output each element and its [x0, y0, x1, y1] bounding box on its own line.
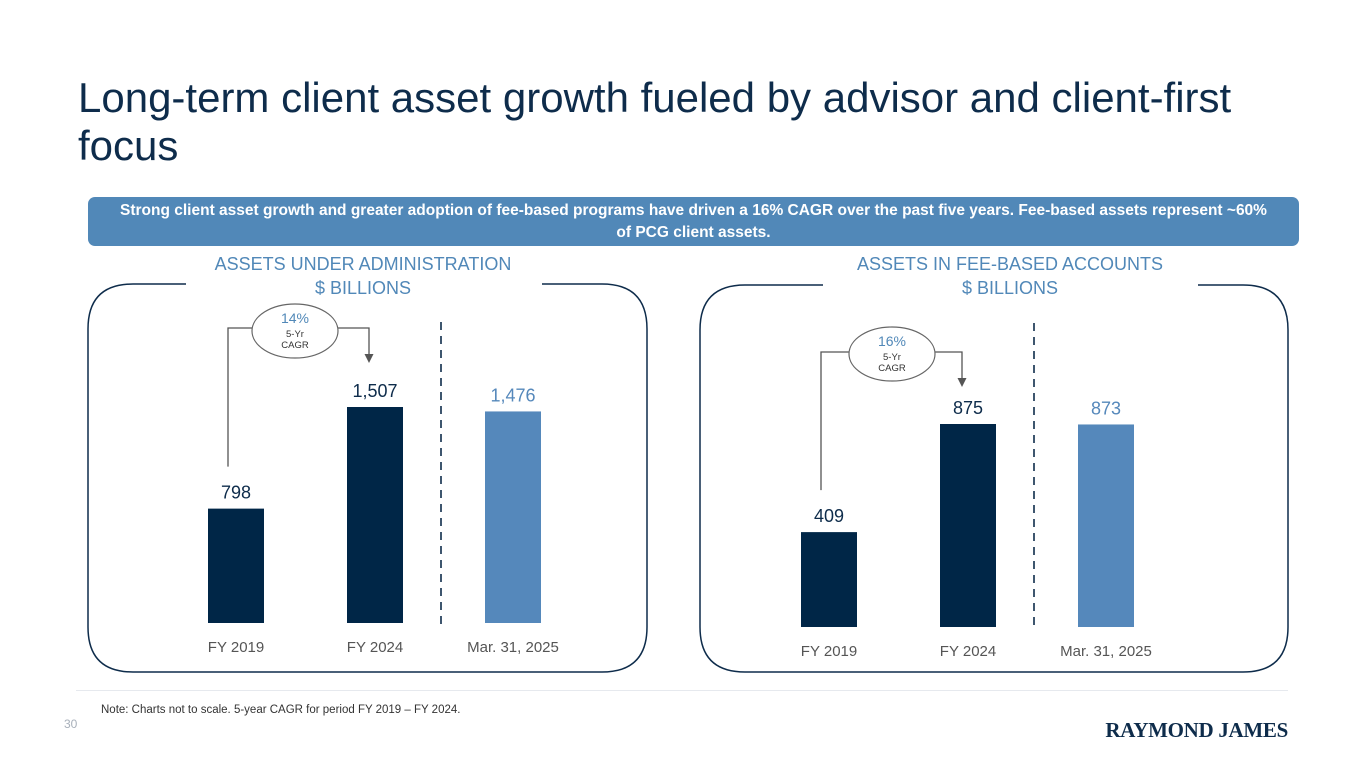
- bar-fy-2019: [801, 532, 857, 627]
- cagr-label-line1: 5-Yr: [286, 329, 304, 340]
- chart-frame: [699, 284, 1289, 673]
- page-number: 30: [64, 717, 78, 731]
- bar-mar-31-2025: [1078, 424, 1134, 627]
- bar-fy-2019: [208, 508, 264, 623]
- category-label: FY 2019: [208, 639, 264, 656]
- cagr-bubble: [251, 303, 339, 359]
- chart-2-heading: ASSETS IN FEE-BASED ACCOUNTS $ BILLIONS: [830, 252, 1190, 300]
- cagr-value: 16%: [878, 333, 906, 349]
- cagr-label-line2: CAGR: [281, 340, 309, 351]
- category-label: FY 2024: [347, 639, 403, 656]
- cagr-arrow: [364, 354, 374, 363]
- raymond-james-logo: RAYMOND JAMES: [1105, 718, 1288, 742]
- data-label: 1,476: [490, 385, 535, 405]
- data-label: 409: [814, 506, 844, 526]
- slide-title: Long-term client asset growth fueled by …: [78, 74, 1232, 169]
- category-label: FY 2024: [940, 643, 996, 660]
- chart-2-title: ASSETS IN FEE-BASED ACCOUNTS: [856, 254, 1164, 274]
- data-label: 798: [221, 483, 251, 503]
- chart-1-subtitle: $ BILLIONS: [314, 278, 412, 298]
- cagr-value: 14%: [281, 310, 309, 326]
- category-label: Mar. 31, 2025: [467, 639, 559, 656]
- bar-fy-2024: [347, 407, 403, 623]
- chart-1-heading: ASSETS UNDER ADMINISTRATION $ BILLIONS: [183, 252, 543, 300]
- cagr-label-line1: 5-Yr: [883, 352, 901, 363]
- category-label: Mar. 31, 2025: [1060, 643, 1152, 660]
- chart-2-subtitle: $ BILLIONS: [961, 278, 1059, 298]
- cagr-arrow: [957, 378, 967, 387]
- footnote-divider: [76, 690, 1288, 691]
- cagr-bubble: [848, 326, 936, 382]
- data-label: 873: [1091, 398, 1121, 418]
- cagr-label-line2: CAGR: [878, 363, 906, 374]
- bar-mar-31-2025: [485, 411, 541, 623]
- data-label: 875: [953, 398, 983, 418]
- summary-banner: Strong client asset growth and greater a…: [88, 197, 1299, 246]
- chart-1-title: ASSETS UNDER ADMINISTRATION: [214, 254, 512, 274]
- category-label: FY 2019: [801, 643, 857, 660]
- data-label: 1,507: [352, 381, 397, 401]
- bar-fy-2024: [940, 424, 996, 627]
- footnote: Note: Charts not to scale. 5-year CAGR f…: [101, 704, 461, 716]
- chart-frame: [87, 283, 648, 673]
